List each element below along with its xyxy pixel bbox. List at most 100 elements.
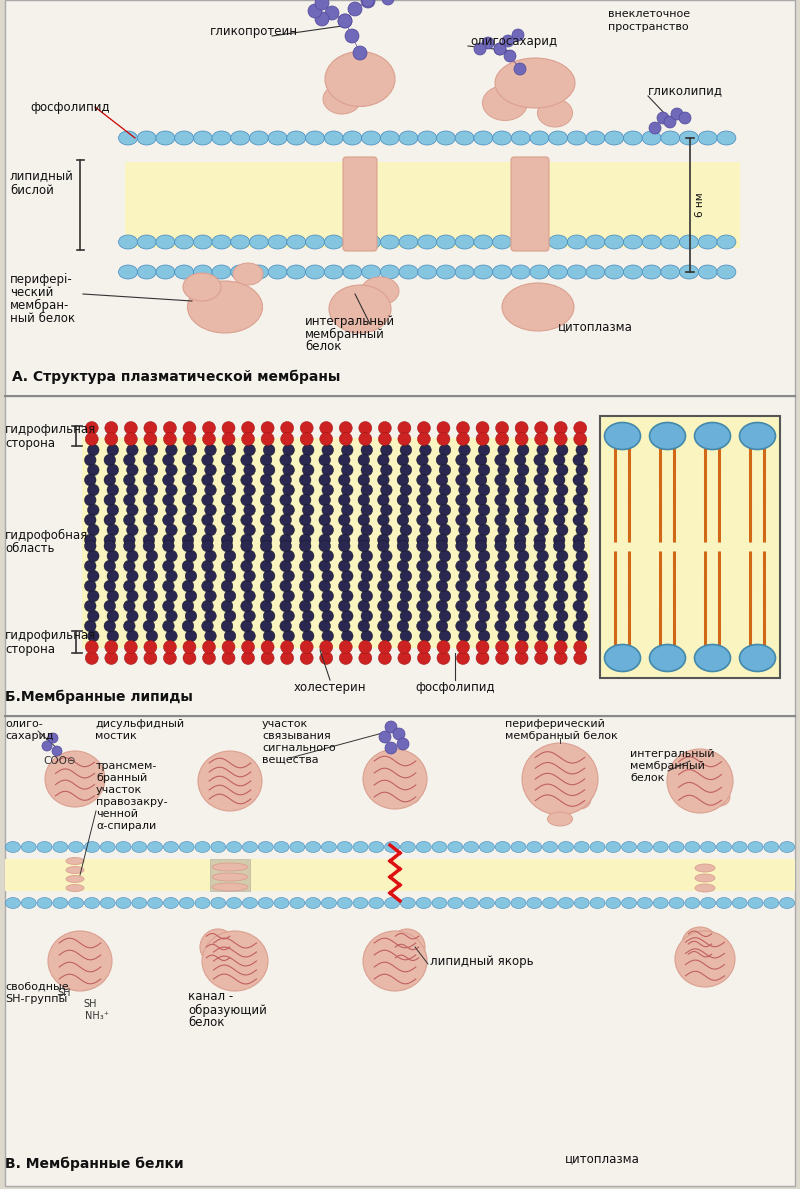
Ellipse shape xyxy=(642,131,661,145)
Circle shape xyxy=(458,610,470,622)
Ellipse shape xyxy=(156,265,175,279)
Circle shape xyxy=(242,433,254,446)
Circle shape xyxy=(417,474,428,486)
Circle shape xyxy=(146,484,158,496)
Circle shape xyxy=(537,590,549,602)
Circle shape xyxy=(222,534,233,546)
Text: липидный якорь: липидный якорь xyxy=(430,955,534,968)
Circle shape xyxy=(166,571,178,581)
Ellipse shape xyxy=(650,644,686,672)
Circle shape xyxy=(224,630,236,642)
Circle shape xyxy=(457,433,470,446)
Ellipse shape xyxy=(701,898,716,908)
Circle shape xyxy=(475,454,487,466)
Circle shape xyxy=(202,540,214,552)
Circle shape xyxy=(361,504,373,516)
Circle shape xyxy=(299,540,311,552)
Ellipse shape xyxy=(590,898,605,908)
Circle shape xyxy=(439,551,450,561)
Circle shape xyxy=(299,600,311,612)
Circle shape xyxy=(382,0,394,5)
Circle shape xyxy=(146,524,158,536)
Circle shape xyxy=(359,641,372,654)
Circle shape xyxy=(514,495,526,505)
Circle shape xyxy=(439,571,450,581)
Ellipse shape xyxy=(586,265,605,279)
Circle shape xyxy=(124,641,138,654)
Ellipse shape xyxy=(547,812,573,826)
Circle shape xyxy=(85,534,96,546)
Circle shape xyxy=(378,652,391,665)
Ellipse shape xyxy=(343,235,362,249)
Text: NH₃⁺: NH₃⁺ xyxy=(85,1011,109,1021)
Ellipse shape xyxy=(455,131,474,145)
Ellipse shape xyxy=(511,842,526,853)
Circle shape xyxy=(475,560,487,572)
Circle shape xyxy=(338,540,350,552)
Ellipse shape xyxy=(233,263,263,285)
Circle shape xyxy=(576,571,587,581)
Circle shape xyxy=(554,621,565,631)
Circle shape xyxy=(104,560,116,572)
Circle shape xyxy=(534,652,548,665)
Ellipse shape xyxy=(380,131,399,145)
Ellipse shape xyxy=(569,789,591,809)
Circle shape xyxy=(162,580,174,592)
Circle shape xyxy=(420,504,431,516)
Circle shape xyxy=(573,514,585,526)
Ellipse shape xyxy=(290,898,305,908)
Ellipse shape xyxy=(493,235,511,249)
Ellipse shape xyxy=(116,898,131,908)
Ellipse shape xyxy=(455,265,474,279)
Ellipse shape xyxy=(479,842,494,853)
Circle shape xyxy=(283,590,294,602)
Circle shape xyxy=(514,580,526,592)
Circle shape xyxy=(260,621,272,631)
Circle shape xyxy=(224,445,236,455)
Ellipse shape xyxy=(202,931,268,990)
Text: трансмем-: трансмем- xyxy=(96,761,158,770)
Circle shape xyxy=(436,454,448,466)
Circle shape xyxy=(319,580,330,592)
Circle shape xyxy=(224,590,236,602)
Circle shape xyxy=(378,474,389,486)
Ellipse shape xyxy=(739,644,775,672)
Circle shape xyxy=(378,421,391,434)
Circle shape xyxy=(478,551,490,561)
Circle shape xyxy=(123,580,135,592)
Circle shape xyxy=(436,474,448,486)
Circle shape xyxy=(475,495,487,505)
Circle shape xyxy=(143,454,154,466)
Circle shape xyxy=(534,540,546,552)
Circle shape xyxy=(381,445,392,455)
Circle shape xyxy=(478,464,490,476)
Circle shape xyxy=(574,652,586,665)
Ellipse shape xyxy=(37,898,52,908)
Circle shape xyxy=(400,630,412,642)
Text: белок: белок xyxy=(188,1017,225,1030)
Circle shape xyxy=(107,504,118,516)
Circle shape xyxy=(263,590,275,602)
Circle shape xyxy=(319,454,330,466)
Ellipse shape xyxy=(242,898,258,908)
Circle shape xyxy=(244,590,255,602)
Circle shape xyxy=(671,108,683,120)
Ellipse shape xyxy=(779,842,794,853)
Ellipse shape xyxy=(474,265,493,279)
Circle shape xyxy=(358,540,370,552)
Circle shape xyxy=(439,630,450,642)
Circle shape xyxy=(518,464,529,476)
Circle shape xyxy=(436,534,448,546)
Circle shape xyxy=(144,421,157,434)
Circle shape xyxy=(185,630,197,642)
Circle shape xyxy=(537,484,549,496)
Text: В. Мембранные белки: В. Мембранные белки xyxy=(5,1157,184,1171)
Circle shape xyxy=(439,610,450,622)
Circle shape xyxy=(281,421,294,434)
Ellipse shape xyxy=(194,235,212,249)
Ellipse shape xyxy=(322,842,336,853)
Circle shape xyxy=(515,421,528,434)
Ellipse shape xyxy=(362,131,381,145)
Circle shape xyxy=(260,540,272,552)
Circle shape xyxy=(126,464,138,476)
